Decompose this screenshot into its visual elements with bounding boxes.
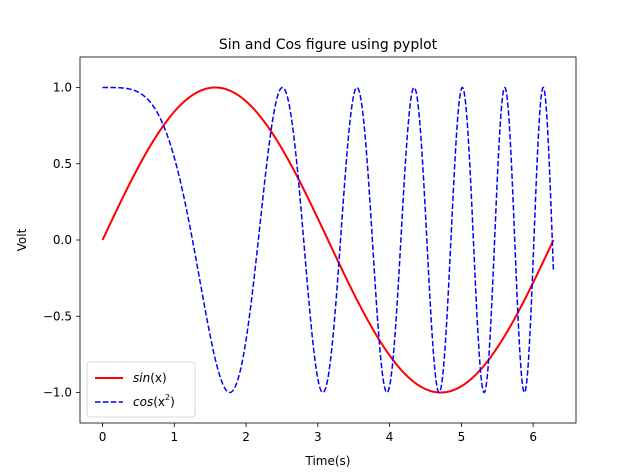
- legend-label-arg: (x): [150, 371, 166, 385]
- y-tick-label: −1.0: [43, 386, 72, 400]
- series-layer: [101, 86, 555, 394]
- legend-label-sup: 2: [165, 393, 170, 402]
- x-tick-label: 3: [314, 430, 322, 444]
- x-tick-label: 6: [529, 430, 537, 444]
- x-tick-label: 0: [99, 430, 107, 444]
- series-line-2: [102, 86, 555, 394]
- legend-label-close: ): [170, 395, 175, 409]
- x-tick-label: 1: [170, 430, 178, 444]
- legend-label: sin(x): [133, 371, 167, 385]
- y-tick-label: 0.5: [53, 157, 72, 171]
- chart-title: Sin and Cos figure using pyplot: [219, 37, 438, 53]
- legend-box: [86, 361, 196, 418]
- y-tick-label: 0.0: [53, 233, 72, 247]
- y-axis-label: Volt: [15, 228, 29, 251]
- x-tick-label: 5: [458, 430, 466, 444]
- legend-label-arg: (x: [153, 395, 165, 409]
- y-tick-label: −0.5: [43, 309, 72, 323]
- legend: sin(x)cos(x2): [86, 361, 196, 418]
- legend-label-name: cos: [133, 395, 153, 409]
- legend-label: cos(x2): [133, 393, 175, 409]
- series-line-1: [101, 86, 555, 394]
- x-axis-label: Time(s): [305, 454, 351, 468]
- x-tick-label: 4: [386, 430, 394, 444]
- legend-label-name: sin: [133, 371, 150, 385]
- y-tick-label: 1.0: [53, 81, 72, 95]
- y-axis: −1.0 −0.5 0.0 0.5 1.0: [43, 81, 80, 400]
- x-tick-label: 2: [242, 430, 250, 444]
- x-axis: 0 1 2 3 4 5 6: [99, 423, 537, 444]
